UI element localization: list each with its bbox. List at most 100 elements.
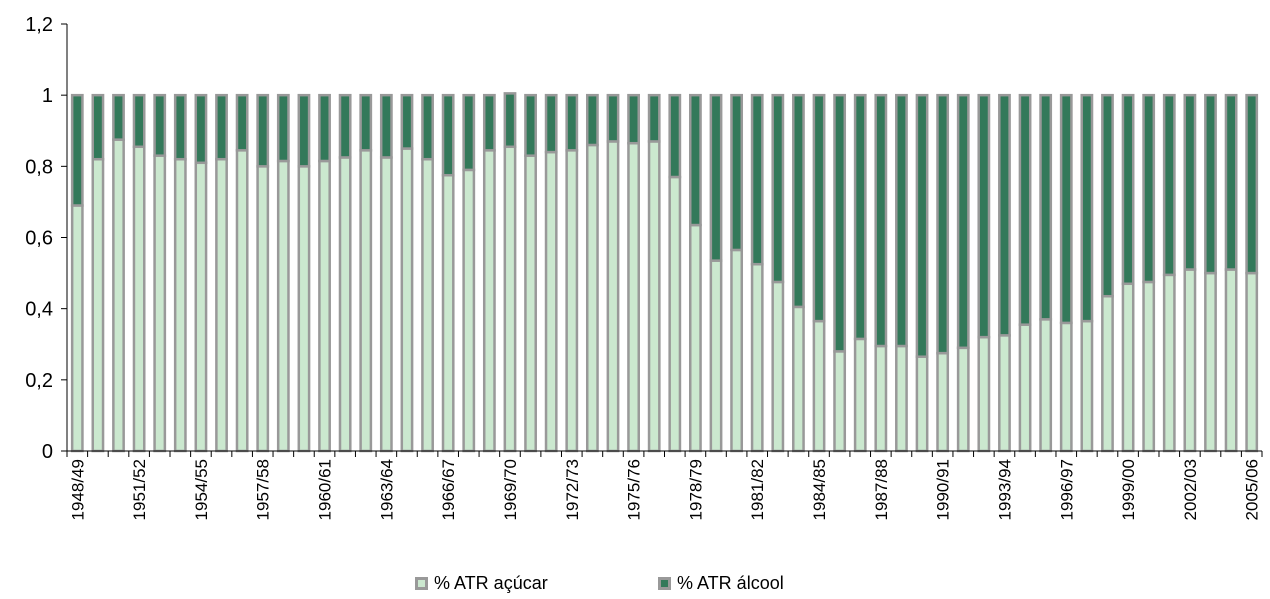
bar-segment-acucar — [544, 150, 558, 453]
y-tick-label: 1,2 — [25, 14, 53, 36]
bar-segment-acucar — [441, 173, 455, 453]
bar-segment-acucar — [915, 355, 929, 453]
bar-segment-alcool — [1245, 93, 1259, 275]
bars — [70, 92, 1259, 453]
bar-segment-alcool — [1183, 93, 1197, 271]
bar-segment-alcool — [627, 93, 640, 145]
bar-segment-acucar — [689, 223, 702, 453]
y-tick-label: 1 — [42, 85, 53, 107]
bar-segment-acucar — [1059, 321, 1073, 453]
x-tick-label: 1987/88 — [872, 459, 891, 520]
bar-segment-acucar — [998, 334, 1011, 453]
bar-segment-alcool — [585, 93, 599, 147]
y-tick-label: 0,8 — [25, 156, 53, 178]
legend-item-alcool: % ATR álcool — [658, 573, 784, 594]
bar-segment-alcool — [421, 93, 434, 161]
x-tick-label: 1981/82 — [748, 459, 767, 520]
bar-segment-alcool — [709, 93, 723, 262]
bar-segment-acucar — [132, 145, 146, 453]
bar-segment-acucar — [318, 159, 331, 453]
bar-segment-acucar — [1018, 323, 1032, 453]
legend-item-acucar: % ATR açúcar — [415, 573, 548, 594]
bar-segment-acucar — [421, 157, 434, 453]
x-tick-label: 1975/76 — [625, 459, 644, 520]
bar-segment-acucar — [874, 344, 888, 453]
bar-segment-alcool — [977, 93, 991, 339]
bar-segment-alcool — [379, 93, 393, 159]
bar-segment-acucar — [1142, 280, 1156, 453]
bar-segment-alcool — [853, 93, 867, 341]
bar-segment-alcool — [153, 93, 167, 157]
bar-segment-acucar — [750, 262, 764, 453]
bar-segment-acucar — [668, 175, 682, 453]
x-tick-label: 1993/94 — [995, 459, 1014, 520]
bar-segment-acucar — [1245, 271, 1259, 453]
bar-segment-acucar — [895, 344, 908, 453]
bar-segment-acucar — [585, 143, 599, 453]
legend: % ATR açúcar % ATR álcool — [0, 573, 1270, 597]
bar-segment-acucar — [194, 161, 208, 453]
x-tick-label: 1996/97 — [1057, 459, 1076, 520]
bar-segment-acucar — [503, 145, 517, 453]
bar-segment-alcool — [1080, 93, 1094, 323]
bar-segment-alcool — [70, 93, 84, 207]
bar-segment-alcool — [482, 93, 496, 152]
x-tick-label: 1999/00 — [1119, 459, 1138, 520]
bar-segment-alcool — [874, 93, 888, 348]
bar-segment-alcool — [318, 93, 331, 163]
legend-label-alcool: % ATR álcool — [677, 573, 784, 593]
bar-segment-alcool — [1204, 93, 1217, 275]
bar-segment-acucar — [235, 149, 249, 453]
bar-segment-acucar — [792, 305, 805, 453]
bar-segment-alcool — [400, 93, 414, 150]
x-axis: 1948/49 1951/52 1954/55 1957/58 1960/61 1963/… — [66, 450, 1263, 520]
bar-segment-alcool — [194, 93, 208, 165]
bar-segment-alcool — [895, 93, 908, 348]
bar-segment-alcool — [462, 93, 476, 172]
y-tick-label: 0,6 — [25, 228, 53, 250]
bar-segment-alcool — [132, 93, 146, 149]
bar-segment-acucar — [1183, 268, 1197, 453]
bar-segment-acucar — [771, 280, 785, 453]
x-tick-label: 1966/67 — [439, 459, 458, 520]
legend-swatch-acucar — [415, 577, 428, 590]
bar-segment-acucar — [1121, 282, 1135, 453]
bar-segment-acucar — [956, 346, 970, 453]
bar-segment-alcool — [565, 93, 579, 152]
bar-segment-alcool — [173, 93, 187, 161]
bar-segment-alcool — [689, 93, 702, 227]
x-tick-label: 1963/64 — [377, 459, 396, 520]
bar-segment-alcool — [256, 93, 270, 168]
x-tick-label: 1948/49 — [68, 459, 87, 520]
bar-segment-acucar — [91, 157, 105, 453]
bar-segment-acucar — [173, 157, 187, 453]
bar-segment-alcool — [998, 93, 1011, 337]
bar-segment-alcool — [668, 93, 682, 179]
bar-segment-alcool — [812, 93, 826, 323]
bar-segment-acucar — [977, 335, 991, 453]
x-tick-label: 2002/03 — [1181, 459, 1200, 520]
bar-segment-acucar — [462, 168, 476, 453]
bar-segment-acucar — [379, 156, 393, 453]
bar-segment-alcool — [215, 93, 228, 161]
bar-segment-alcool — [792, 93, 805, 309]
bar-segment-alcool — [544, 93, 558, 154]
bar-segment-acucar — [1162, 273, 1176, 453]
x-tick-label: 2005/06 — [1243, 459, 1262, 520]
x-tick-label: 1954/55 — [192, 459, 211, 520]
bar-segment-acucar — [565, 149, 579, 453]
bar-segment-acucar — [1039, 318, 1053, 453]
bar-segment-acucar — [276, 159, 290, 453]
bar-segment-alcool — [1142, 93, 1156, 284]
bar-segment-alcool — [441, 93, 455, 177]
x-tick-label: 1972/73 — [563, 459, 582, 520]
bar-segment-alcool — [730, 93, 744, 252]
bar-segment-acucar — [1224, 268, 1238, 453]
bar-segment-acucar — [338, 156, 352, 453]
bar-segment-alcool — [359, 93, 373, 152]
x-tick-label: 1978/79 — [686, 459, 705, 520]
bar-segment-alcool — [647, 93, 661, 143]
bar-segment-alcool — [338, 93, 352, 159]
y-axis: 0 0,2 0,4 0,6 0,8 1 1,2 — [25, 14, 68, 463]
x-tick-label: 1960/61 — [316, 459, 335, 520]
